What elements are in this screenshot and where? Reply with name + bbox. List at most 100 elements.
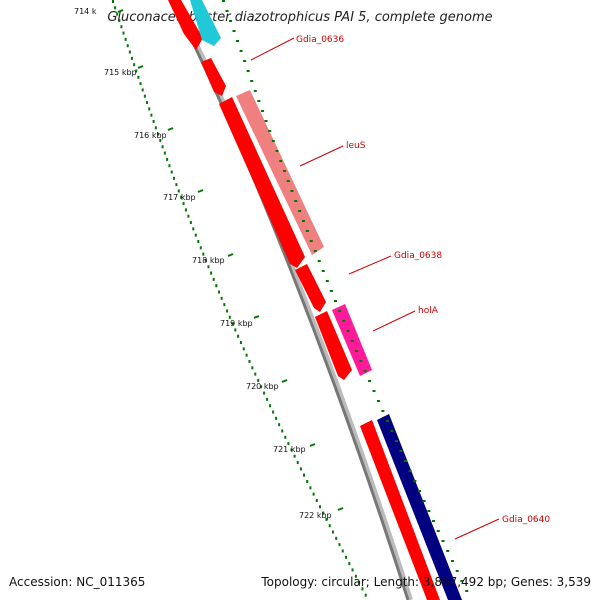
tick-label: 716 kbp xyxy=(134,131,167,140)
outer-tick-dot xyxy=(390,430,394,432)
inner-tick-dot xyxy=(220,296,223,300)
outer-tick-dot xyxy=(317,260,321,262)
inner-tick-dot xyxy=(234,328,237,332)
inner-tick-dot xyxy=(194,233,197,237)
inner-tick-dot xyxy=(139,82,142,86)
gene-label-hola[interactable]: holA xyxy=(418,306,439,316)
gene-cds-bottom-red[interactable] xyxy=(360,420,440,600)
inner-tick-dot xyxy=(248,360,251,363)
outer-tick-dot xyxy=(257,100,261,102)
inner-tick-dot xyxy=(157,132,160,136)
gene-cds-gdia0636[interactable] xyxy=(201,58,226,96)
outer-tick-dot xyxy=(432,520,436,522)
inner-tick-dot xyxy=(170,170,173,174)
inner-tick-dot xyxy=(175,183,178,187)
inner-tick-dot xyxy=(114,6,117,10)
inner-tick-dot xyxy=(143,94,146,98)
gene-cds-near-hola[interactable] xyxy=(315,311,352,380)
outer-tick-dot xyxy=(229,20,233,22)
inner-tick-dot xyxy=(251,366,254,370)
outer-tick-dot xyxy=(346,330,350,332)
outer-tick-dot xyxy=(381,410,385,412)
outer-tick-dot xyxy=(441,540,445,542)
outer-tick-dot xyxy=(282,170,286,172)
summary-text: Topology: circular; Length: 3,887,492 bp… xyxy=(261,575,591,589)
outer-tick-dot xyxy=(413,480,417,482)
inner-tick-dot xyxy=(245,353,248,357)
accession-text: Accession: NC_011365 xyxy=(9,575,146,589)
outer-tick-dot xyxy=(264,120,268,122)
gene-cds-long[interactable] xyxy=(219,97,305,268)
gene-cds-top-cyan[interactable] xyxy=(190,0,221,46)
major-tick xyxy=(137,65,144,69)
major-tick xyxy=(253,315,260,319)
inner-tick-dot xyxy=(254,372,257,376)
tick-label: 719 kbp xyxy=(220,319,253,328)
outer-tick-dot xyxy=(279,160,283,162)
outer-tick-dot xyxy=(404,460,408,462)
major-tick xyxy=(197,189,204,193)
inner-tick-track xyxy=(112,0,367,597)
gene-label-leus[interactable]: leuS xyxy=(346,141,366,151)
inner-tick-dot xyxy=(275,416,278,420)
inner-tick-dot xyxy=(260,385,263,389)
inner-tick-dot xyxy=(287,442,290,446)
outer-tick-dot xyxy=(321,270,325,272)
inner-tick-dot xyxy=(293,454,296,458)
outer-tick-dot xyxy=(465,590,469,592)
inner-tick-dot xyxy=(228,315,231,319)
outer-tick-dot xyxy=(250,80,254,82)
outer-tick-dot xyxy=(232,30,236,32)
tick-label: 715 kbp xyxy=(104,68,137,77)
inner-tick-dot xyxy=(130,56,133,60)
outer-tick-dot xyxy=(294,200,298,202)
gene-gdia0640[interactable] xyxy=(377,414,462,600)
gene-cds-gdia0638[interactable] xyxy=(295,264,326,312)
gene-label-gdia0640[interactable]: Gdia_0640 xyxy=(502,515,550,525)
inner-tick-dot xyxy=(239,341,242,345)
inner-tick-dot xyxy=(242,347,245,351)
outer-tick-dot xyxy=(260,110,264,112)
outer-tick-dot xyxy=(225,10,229,12)
inner-tick-dot xyxy=(364,593,367,597)
outer-tick-dot xyxy=(222,0,225,2)
outer-tick-dot xyxy=(359,360,363,362)
inner-tick-dot xyxy=(281,429,284,433)
outer-tick-dot xyxy=(236,40,240,42)
inner-tick-dot xyxy=(112,0,114,3)
gene-leus[interactable] xyxy=(236,90,324,255)
inner-tick-dot xyxy=(207,265,210,269)
inner-tick-dot xyxy=(299,467,302,471)
inner-tick-dot xyxy=(348,562,351,566)
outer-tick-dot xyxy=(290,190,294,192)
outer-tick-dot xyxy=(286,180,290,182)
gene-label-gdia0638[interactable]: Gdia_0638 xyxy=(394,251,442,261)
outer-tick-dot xyxy=(394,440,398,442)
tick-label: 714 k xyxy=(74,7,97,16)
inner-tick-dot xyxy=(184,208,187,212)
major-tick xyxy=(337,507,344,511)
backbone-line xyxy=(170,0,410,600)
inner-tick-dot xyxy=(146,101,149,105)
inner-tick-dot xyxy=(272,410,275,414)
gene-cds-top-red[interactable] xyxy=(168,0,203,50)
callout-line-leus xyxy=(299,145,344,167)
outer-tick-dot xyxy=(275,150,279,152)
outer-tick-dot xyxy=(372,390,376,392)
inner-tick-dot xyxy=(257,378,260,382)
inner-tick-dot xyxy=(202,252,205,256)
inner-tick-dot xyxy=(303,473,306,477)
outer-tick-dot xyxy=(436,530,440,532)
inner-tick-dot xyxy=(126,44,129,48)
tick-labels: 714 k 715 kbp 716 kbp 717 kbp 718 kbp 719 kbp… xyxy=(74,7,344,520)
outer-tick-dot xyxy=(408,470,412,472)
inner-tick-dot xyxy=(322,511,325,515)
inner-tick-dot xyxy=(328,524,331,528)
major-tick xyxy=(309,443,316,447)
gene-callouts: Gdia_0636 leuS Gdia_0638 holA Gdia_0640 xyxy=(250,35,550,540)
inner-tick-dot xyxy=(309,486,312,490)
gene-label-gdia0636[interactable]: Gdia_0636 xyxy=(296,35,344,45)
major-tick xyxy=(227,253,234,257)
outer-tick-dot xyxy=(329,290,333,292)
outer-tick-dot xyxy=(450,560,454,562)
